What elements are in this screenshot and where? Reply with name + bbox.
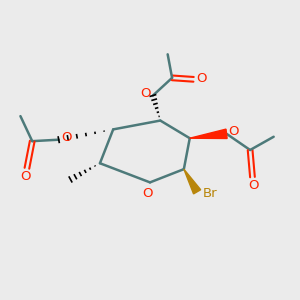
- Text: Br: Br: [203, 187, 218, 200]
- Text: O: O: [249, 179, 259, 192]
- Polygon shape: [190, 129, 227, 139]
- Text: O: O: [142, 187, 153, 200]
- Text: O: O: [229, 125, 239, 138]
- Text: O: O: [61, 131, 71, 144]
- Text: O: O: [141, 87, 151, 100]
- Text: O: O: [20, 170, 31, 183]
- Polygon shape: [184, 169, 201, 194]
- Text: O: O: [196, 72, 207, 85]
